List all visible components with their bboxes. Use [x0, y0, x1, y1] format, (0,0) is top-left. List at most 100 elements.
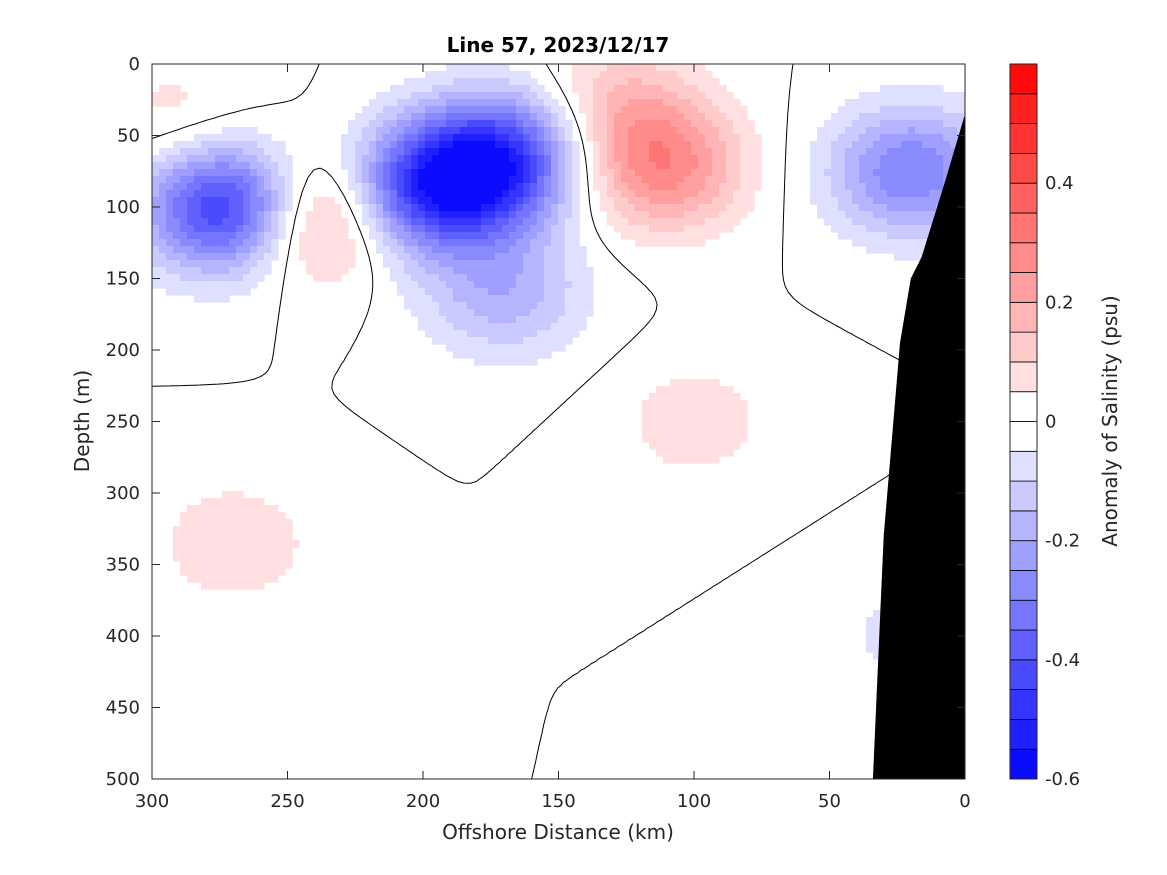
- field-cell: [243, 260, 251, 268]
- field-cell: [187, 554, 195, 562]
- field-cell: [201, 582, 209, 590]
- field-cell: [446, 239, 454, 247]
- field-cell: [229, 547, 237, 555]
- field-cell: [243, 246, 251, 254]
- field-cell: [859, 141, 867, 149]
- field-cell: [670, 428, 678, 436]
- field-cell: [936, 169, 944, 177]
- field-cell: [264, 141, 272, 149]
- field-cell: [901, 113, 909, 121]
- field-cell: [159, 169, 167, 177]
- field-cell: [530, 190, 538, 198]
- field-cell: [194, 204, 202, 212]
- field-cell: [285, 183, 293, 191]
- field-cell: [663, 134, 671, 142]
- field-cell: [593, 148, 601, 156]
- field-cell: [194, 211, 202, 219]
- field-cell: [411, 120, 419, 128]
- field-cell: [369, 99, 377, 107]
- field-cell: [558, 127, 566, 135]
- field-cell: [516, 274, 524, 282]
- field-cell: [257, 239, 265, 247]
- field-cell: [838, 148, 846, 156]
- field-cell: [439, 204, 447, 212]
- field-cell: [719, 85, 727, 93]
- field-cell: [404, 225, 412, 233]
- field-cell: [530, 330, 538, 338]
- field-cell: [551, 197, 559, 205]
- field-cell: [502, 260, 510, 268]
- field-cell: [558, 155, 566, 163]
- field-cell: [901, 204, 909, 212]
- field-cell: [565, 323, 573, 331]
- field-cell: [383, 211, 391, 219]
- field-cell: [551, 155, 559, 163]
- field-cell: [516, 92, 524, 100]
- field-cell: [271, 239, 279, 247]
- field-cell: [831, 225, 839, 233]
- field-cell: [152, 253, 160, 261]
- field-cell: [922, 211, 930, 219]
- field-cell: [628, 211, 636, 219]
- field-cell: [453, 267, 461, 275]
- field-cell: [271, 519, 279, 527]
- field-cell: [425, 176, 433, 184]
- field-cell: [222, 162, 230, 170]
- field-cell: [530, 253, 538, 261]
- field-cell: [481, 225, 489, 233]
- field-cell: [866, 148, 874, 156]
- field-cell: [621, 169, 629, 177]
- field-cell: [215, 526, 223, 534]
- field-cell: [635, 232, 643, 240]
- field-cell: [173, 162, 181, 170]
- field-cell: [621, 106, 629, 114]
- field-cell: [180, 190, 188, 198]
- field-cell: [544, 330, 552, 338]
- field-cell: [201, 295, 209, 303]
- field-cell: [404, 183, 412, 191]
- field-cell: [495, 218, 503, 226]
- field-cell: [859, 162, 867, 170]
- field-cell: [460, 323, 468, 331]
- field-cell: [831, 162, 839, 170]
- field-cell: [453, 106, 461, 114]
- field-cell: [537, 183, 545, 191]
- field-cell: [852, 120, 860, 128]
- field-cell: [509, 316, 517, 324]
- field-cell: [229, 582, 237, 590]
- field-cell: [187, 141, 195, 149]
- field-cell: [873, 218, 881, 226]
- field-cell: [166, 204, 174, 212]
- field-cell: [474, 120, 482, 128]
- field-cell: [530, 232, 538, 240]
- field-cell: [684, 64, 692, 72]
- field-cell: [208, 547, 216, 555]
- field-cell: [530, 211, 538, 219]
- field-cell: [229, 575, 237, 583]
- field-cell: [173, 218, 181, 226]
- field-cell: [397, 113, 405, 121]
- field-cell: [621, 162, 629, 170]
- field-cell: [607, 92, 615, 100]
- field-cell: [208, 561, 216, 569]
- field-cell: [439, 281, 447, 289]
- field-cell: [873, 638, 881, 646]
- field-cell: [887, 225, 895, 233]
- field-cell: [635, 92, 643, 100]
- field-cell: [271, 225, 279, 233]
- field-cell: [726, 386, 734, 394]
- field-cell: [684, 211, 692, 219]
- field-cell: [439, 316, 447, 324]
- field-cell: [712, 407, 720, 415]
- field-cell: [418, 197, 426, 205]
- field-cell: [754, 141, 762, 149]
- field-cell: [467, 162, 475, 170]
- field-cell: [845, 106, 853, 114]
- field-cell: [257, 498, 265, 506]
- field-cell: [880, 134, 888, 142]
- field-cell: [726, 435, 734, 443]
- field-cell: [810, 155, 818, 163]
- field-cell: [726, 442, 734, 450]
- field-cell: [397, 274, 405, 282]
- field-cell: [411, 197, 419, 205]
